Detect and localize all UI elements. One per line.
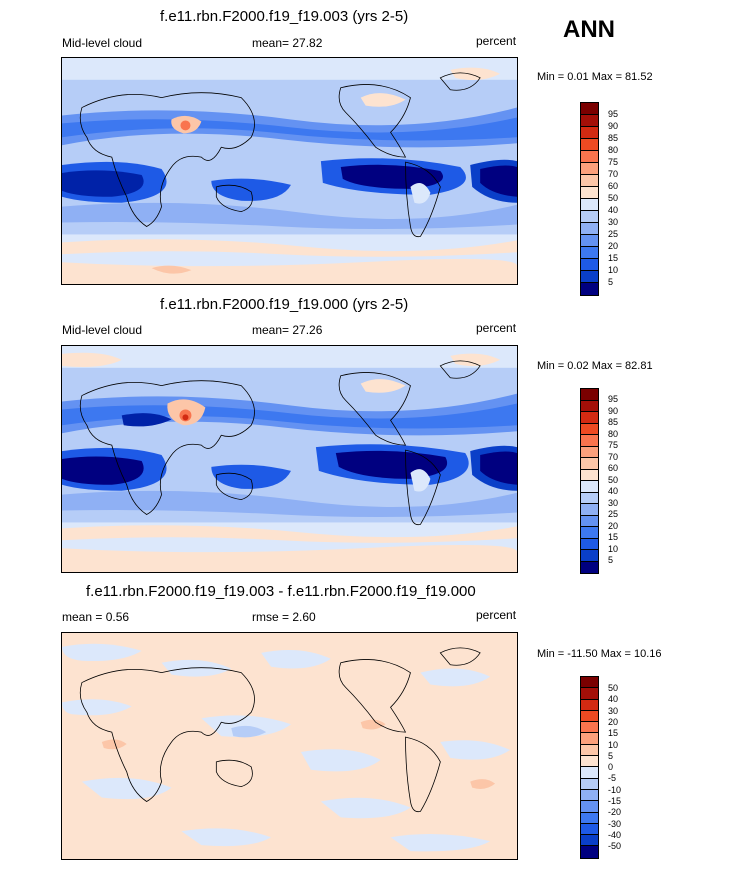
panel-3-level: 30 [608, 705, 619, 716]
panel-1-level: 75 [608, 157, 619, 167]
panel-1-level: 20 [608, 241, 619, 251]
panel-3-map [61, 632, 518, 860]
panel-2-level: 20 [608, 520, 619, 531]
panel-3-level: -50 [608, 841, 622, 852]
panel-2-minmax: Min = 0.02 Max = 82.81 [537, 360, 653, 372]
panel-3-level: -40 [608, 829, 622, 840]
panel-1-title: f.e11.rbn.F2000.f19_f19.003 (yrs 2-5) [160, 8, 409, 25]
panel-3-mean-label: mean = 0.56 [62, 610, 130, 624]
panel-1-level: 25 [608, 229, 619, 239]
panel-1-colorbar [580, 102, 599, 296]
panel-3-level: -5 [608, 773, 617, 784]
panel-2-title: f.e11.rbn.F2000.f19_f19.000 (yrs 2-5) [160, 296, 409, 313]
panel-2-level: 75 [608, 440, 619, 450]
panel-1-map-field [62, 58, 517, 284]
panel-1-level: 60 [608, 181, 619, 191]
panel-3-map-field [62, 633, 517, 859]
panel-1-level: 5 [608, 277, 614, 287]
panel-2-level: 80 [608, 428, 619, 439]
panel-3-level: 5 [608, 750, 614, 761]
panel-3-level: 0 [608, 762, 614, 773]
panel-3-level: -30 [608, 818, 622, 829]
panel-2-variable-label: Mid-level cloud [62, 323, 143, 337]
panel-3-level: 15 [608, 728, 619, 739]
panel-3-colorbar [580, 676, 599, 859]
panel-2-level: 40 [608, 486, 619, 496]
panel-3-title: f.e11.rbn.F2000.f19_f19.003 - f.e11.rbn.… [86, 583, 476, 600]
panel-3-units-label: percent [476, 608, 517, 622]
panel-2-level: 95 [608, 394, 619, 404]
panel-2-level: 50 [608, 474, 619, 485]
panel-2-level: 5 [608, 555, 614, 565]
panel-1-level: 50 [608, 193, 619, 203]
panel-1-level: 80 [608, 145, 619, 155]
panel-2-level: 60 [608, 463, 619, 473]
panel-2-colorbar [580, 388, 599, 574]
panel-1-units-label: percent [476, 34, 517, 48]
panel-1-mean-label: mean= 27.82 [252, 36, 323, 50]
panel-1-minmax: Min = 0.01 Max = 81.52 [537, 71, 653, 83]
panel-3-level: -10 [608, 784, 622, 795]
panel-1-level: 10 [608, 265, 619, 275]
panel-3-level: 10 [608, 739, 619, 750]
panel-1-level: 95 [608, 109, 619, 119]
panel-2-map-field [62, 346, 517, 572]
panel-2-level: 25 [608, 509, 619, 519]
panel-2-map [61, 345, 518, 573]
panel-1-variable-label: Mid-level cloud [62, 36, 143, 50]
panel-2-level: 70 [608, 451, 619, 462]
panel-1-level: 70 [608, 169, 619, 179]
panel-3-rmse-label: rmse = 2.60 [252, 610, 316, 624]
panel-1-level: 40 [608, 205, 619, 215]
panel-2-level: 85 [608, 417, 619, 427]
panel-2-level: 10 [608, 543, 619, 554]
panel-1-level: 15 [608, 253, 619, 263]
season-label: ANN [563, 16, 615, 43]
panel-3-minmax: Min = -11.50 Max = 10.16 [537, 648, 662, 660]
panel-1-level: 90 [608, 121, 619, 131]
panel-3-level: -15 [608, 796, 622, 806]
panel-2-level: 90 [608, 405, 619, 416]
panel-2-mean-label: mean= 27.26 [252, 323, 323, 337]
panel-2-level: 30 [608, 497, 619, 508]
panel-3-level: -20 [608, 807, 622, 818]
panel-1-level: 30 [608, 217, 619, 227]
panel-1-map [61, 57, 518, 285]
panel-1-level: 85 [608, 133, 619, 143]
panel-2-units-label: percent [476, 321, 517, 335]
panel-2-level: 15 [608, 532, 619, 542]
panel-3-level: 20 [608, 716, 619, 727]
panel-3-level: 40 [608, 694, 619, 705]
panel-3-level: 50 [608, 683, 619, 693]
